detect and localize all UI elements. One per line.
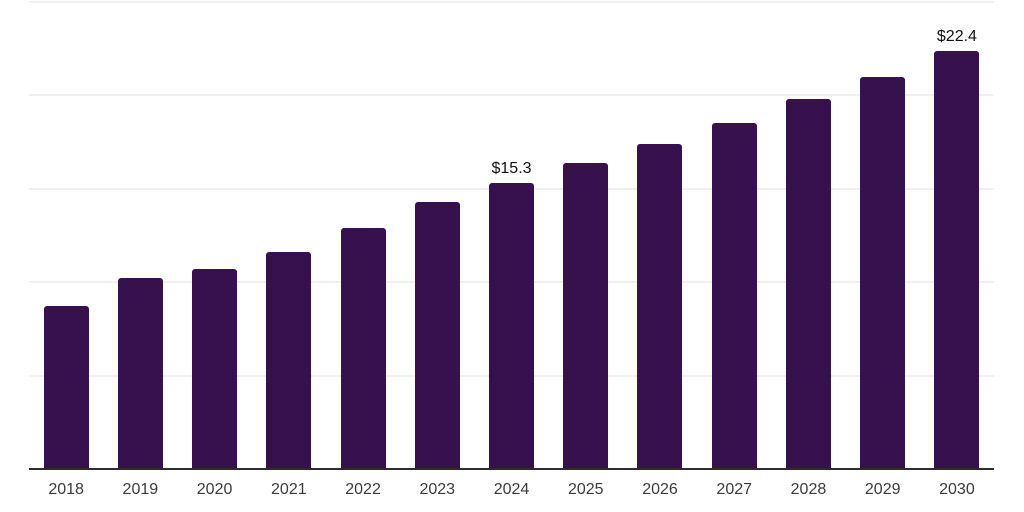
x-tick-2027: 2027 bbox=[716, 481, 753, 498]
bar-slot-2025 bbox=[549, 2, 623, 469]
bar-2019[interactable] bbox=[117, 278, 163, 469]
x-tick-2030: 2030 bbox=[939, 481, 975, 498]
bar-slot-2024: $15.3 bbox=[474, 2, 548, 469]
bar-2023[interactable] bbox=[414, 201, 460, 469]
bar-2021[interactable] bbox=[266, 252, 312, 469]
bar-slot-2030: $22.4 bbox=[920, 2, 994, 469]
x-tick-2018: 2018 bbox=[48, 481, 84, 498]
x-tick-2024: 2024 bbox=[493, 481, 530, 498]
x-tick-2020: 2020 bbox=[196, 481, 233, 498]
bar-slot-2022 bbox=[326, 2, 400, 469]
data-label-2030: $22.4 bbox=[936, 27, 977, 45]
x-axis-labels: 2018 2019 2020 2021 2022 2023 2024 2025 2026 2027… bbox=[29, 479, 994, 501]
bar-2022[interactable] bbox=[340, 228, 386, 469]
bar-2025[interactable] bbox=[563, 162, 609, 469]
bar-2018[interactable] bbox=[43, 306, 89, 469]
x-tick-2021: 2021 bbox=[271, 481, 307, 498]
bar-slot-2021 bbox=[252, 2, 326, 469]
bar-2024[interactable] bbox=[489, 183, 535, 469]
bar-2026[interactable] bbox=[637, 143, 683, 469]
bar-slot-2029 bbox=[846, 2, 920, 469]
bar-slot-2019 bbox=[103, 2, 177, 469]
bar-slot-2026 bbox=[623, 2, 697, 469]
bar-2027[interactable] bbox=[711, 123, 757, 469]
x-tick-2025: 2025 bbox=[567, 481, 604, 498]
gridline-20 bbox=[29, 94, 994, 97]
bar-slot-2023 bbox=[400, 2, 474, 469]
x-tick-2029: 2029 bbox=[864, 481, 901, 498]
bar-2028[interactable] bbox=[785, 99, 831, 469]
bar-slot-2020 bbox=[177, 2, 251, 469]
x-tick-2019: 2019 bbox=[122, 481, 159, 498]
bar-2029[interactable] bbox=[860, 76, 906, 469]
data-label-2024: $15.3 bbox=[491, 160, 532, 178]
x-tick-2026: 2026 bbox=[642, 481, 678, 498]
x-axis-line bbox=[29, 468, 994, 470]
bar-2020[interactable] bbox=[192, 269, 238, 469]
bar-slot-2018 bbox=[29, 2, 103, 469]
bar-2030[interactable] bbox=[934, 50, 980, 469]
bar-slot-2028 bbox=[771, 2, 845, 469]
gridline-25 bbox=[29, 1, 994, 3]
plot-area: $15.3 $22.4 bbox=[29, 1, 994, 470]
x-tick-2028: 2028 bbox=[790, 481, 827, 498]
x-tick-2022: 2022 bbox=[345, 481, 381, 498]
x-tick-2023: 2023 bbox=[419, 481, 456, 498]
bars-container: $15.3 $22.4 bbox=[29, 2, 994, 469]
bar-slot-2027 bbox=[697, 2, 771, 469]
